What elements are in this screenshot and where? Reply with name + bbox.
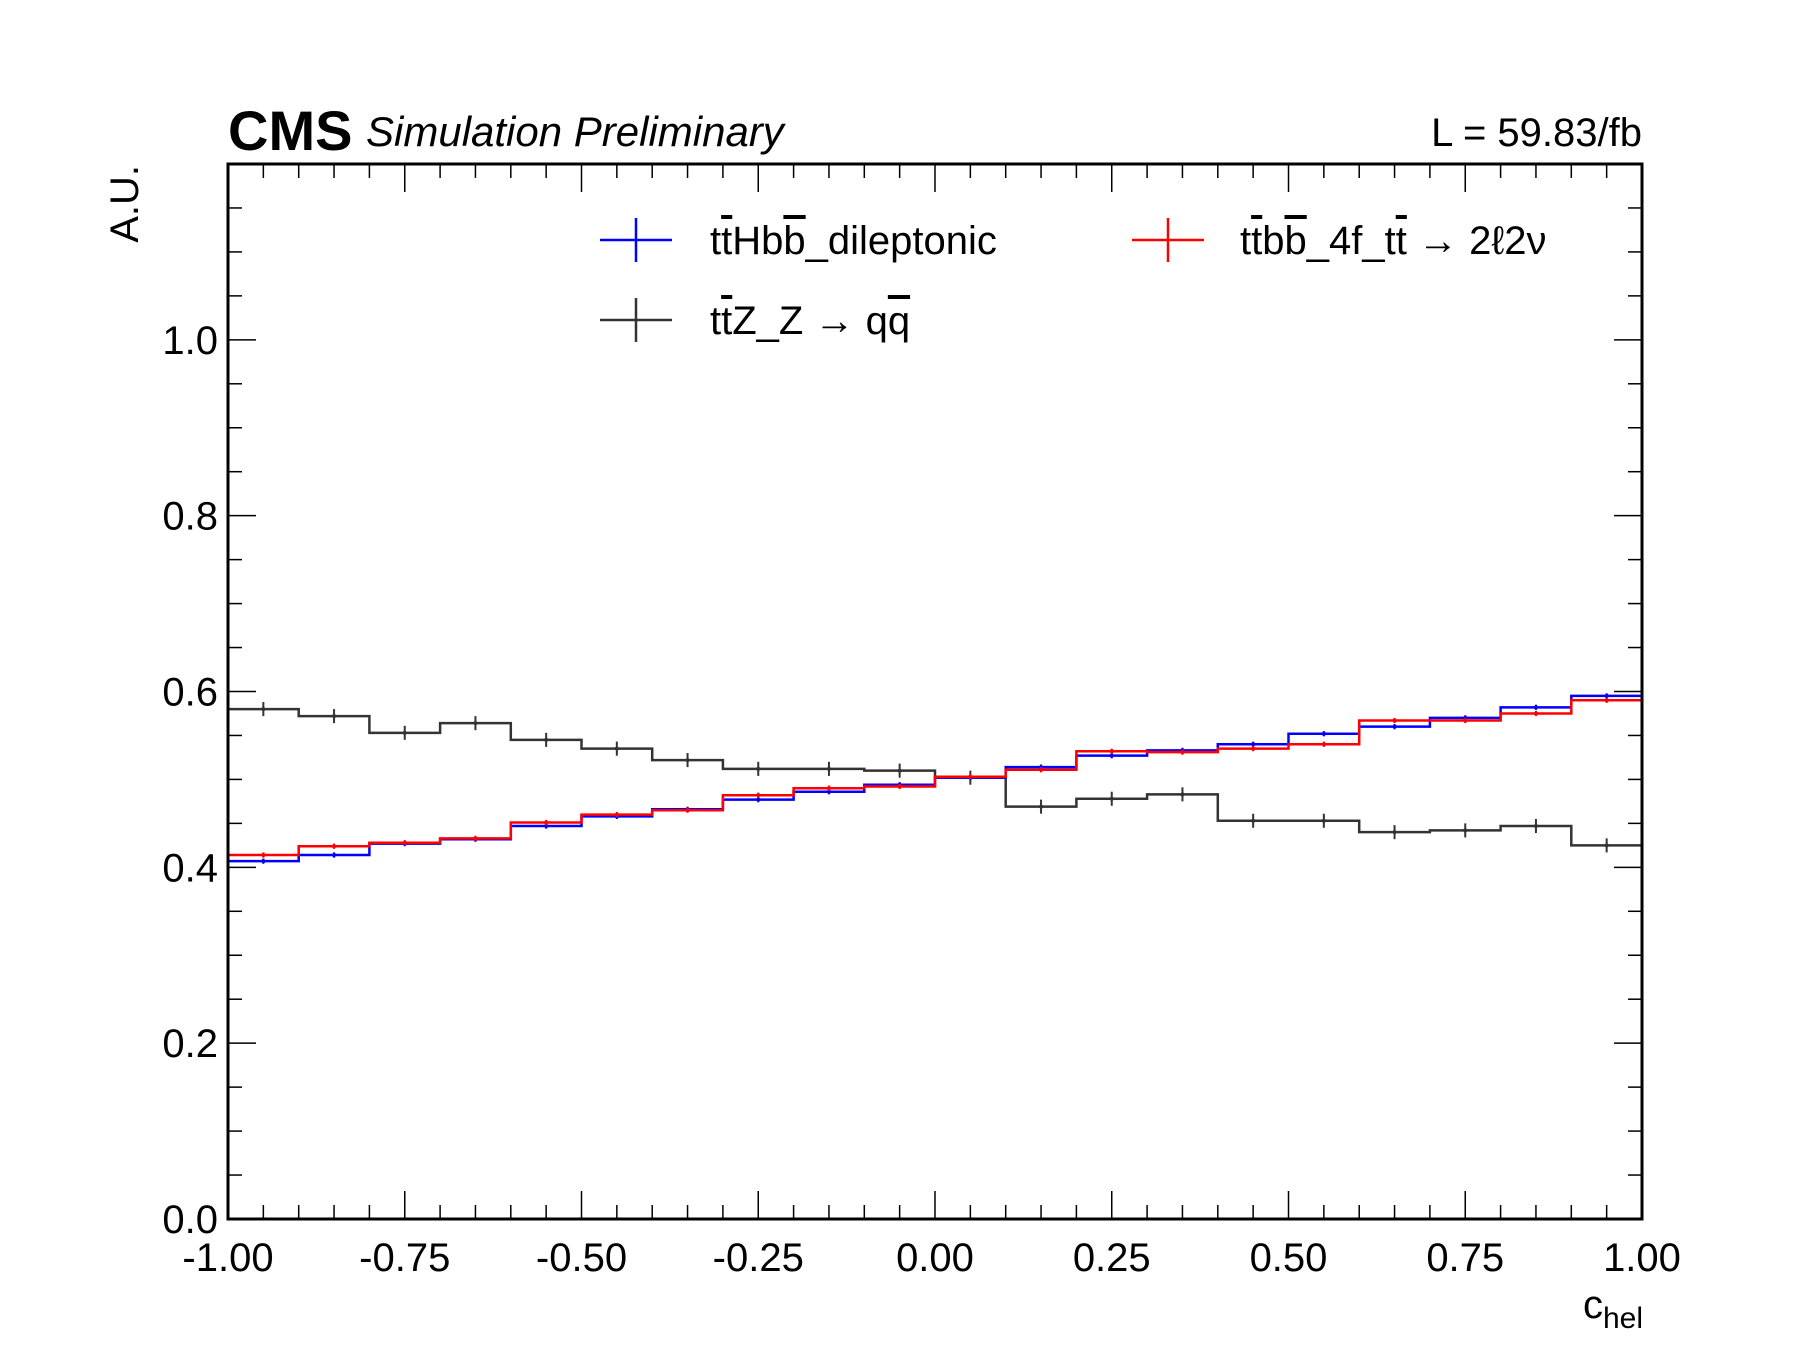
- series-1-point: [1463, 718, 1468, 723]
- series-1-point: [1109, 749, 1114, 754]
- series-2-point: [1392, 830, 1397, 835]
- series-2-point: [826, 766, 831, 771]
- series-1-step-line: [228, 699, 1642, 857]
- series-0-point: [1533, 705, 1538, 710]
- series-2-point: [332, 714, 337, 719]
- series-2-step-line: [228, 707, 1642, 847]
- simulation-preliminary-label: Simulation Preliminary: [366, 108, 787, 155]
- legend-label-tthbb: ttHbb_dileptonic: [710, 219, 997, 263]
- series-1-point: [1251, 746, 1256, 751]
- series-2-point: [1463, 828, 1468, 833]
- series-2-point: [1251, 818, 1256, 823]
- x-tick-label: 1.00: [1603, 1236, 1681, 1280]
- y-axis-title: A.U.: [103, 165, 147, 243]
- y-tick-label: 0.8: [162, 495, 218, 539]
- series-layer: [228, 693, 1642, 864]
- series-1-point: [332, 844, 337, 849]
- series-2-point: [1321, 818, 1326, 823]
- series-2-point: [1109, 796, 1114, 801]
- series-2-point: [1039, 804, 1044, 809]
- legend: ttHbb_dileptonic ttbb_4f_tt → 2ℓ2ν ttZ_Z…: [600, 218, 1547, 343]
- x-axis-title: chel: [1583, 1283, 1643, 1335]
- series-1-point: [1533, 711, 1538, 716]
- series-0-point: [261, 859, 266, 864]
- series-2-point: [473, 721, 478, 726]
- x-tick-label: 0.75: [1426, 1236, 1504, 1280]
- y-tick-label: 0.4: [162, 846, 218, 890]
- x-axis-title-sub: hel: [1603, 1302, 1643, 1335]
- series-1-point: [756, 793, 761, 798]
- series-2-point: [1533, 824, 1538, 829]
- y-tick-label: 0.2: [162, 1022, 218, 1066]
- axis-ticks: [227, 163, 1643, 1220]
- series-0-point: [1392, 724, 1397, 729]
- series-2-point: [685, 758, 690, 763]
- series-0-point: [756, 797, 761, 802]
- series-0-point: [1321, 731, 1326, 736]
- plot-frame: [226, 162, 1644, 1221]
- series-2-point: [1604, 843, 1609, 848]
- x-tick-label: -0.25: [713, 1236, 804, 1280]
- series-1-point: [544, 820, 549, 825]
- series-1-point: [1180, 750, 1185, 755]
- x-tick-label: 0.25: [1073, 1236, 1151, 1280]
- legend-label-ttbb: ttbb_4f_tt → 2ℓ2ν: [1240, 219, 1547, 263]
- x-axis-title-main: c: [1583, 1283, 1603, 1327]
- series-2-point: [1180, 792, 1185, 797]
- series-1-point: [1604, 698, 1609, 703]
- x-tick-label: -0.50: [536, 1236, 627, 1280]
- x-tick-label: -1.00: [182, 1236, 273, 1280]
- series-2-point: [756, 766, 761, 771]
- series-1-point: [1039, 767, 1044, 772]
- x-tick-label: -0.75: [359, 1236, 450, 1280]
- legend-entry-ttz: ttZ_Z → qq: [600, 298, 910, 343]
- series-2-point: [261, 707, 266, 712]
- legend-label-ttz: ttZ_Z → qq: [710, 299, 910, 343]
- series-0-point: [1109, 753, 1114, 758]
- series-1-point: [614, 812, 619, 817]
- series-2-point: [897, 768, 902, 773]
- series-1-point: [897, 784, 902, 789]
- series-2: [228, 702, 1642, 853]
- series-1-point: [826, 786, 831, 791]
- cms-label: CMS: [228, 99, 352, 162]
- legend-entry-ttbb: ttbb_4f_tt → 2ℓ2ν: [1132, 218, 1547, 263]
- x-tick-label: 0.00: [896, 1236, 974, 1280]
- series-2-point: [402, 730, 407, 735]
- y-tick-label: 0.6: [162, 671, 218, 715]
- series-1-point: [1392, 718, 1397, 723]
- series-2-point: [544, 737, 549, 742]
- series-1-point: [261, 853, 266, 858]
- series-0-point: [1251, 742, 1256, 747]
- series-1: [228, 697, 1642, 858]
- y-tick-label: 1.0: [162, 319, 218, 363]
- series-1-point: [473, 836, 478, 841]
- series-0-point: [332, 853, 337, 858]
- legend-entry-tthbb: ttHbb_dileptonic: [600, 218, 997, 263]
- series-0-point: [1604, 693, 1609, 698]
- luminosity-label: L = 59.83/fb: [1431, 111, 1642, 155]
- series-1-point: [968, 774, 973, 779]
- series-1-point: [402, 840, 407, 845]
- series-1-point: [1321, 742, 1326, 747]
- series-2-point: [614, 746, 619, 751]
- series-1-point: [685, 808, 690, 813]
- y-tick-label: 0.0: [162, 1198, 218, 1242]
- x-tick-label: 0.50: [1250, 1236, 1328, 1280]
- tick-labels: -1.00 -0.75 -0.50 -0.25 0.00 0.25 0.50 0.75 1.00…: [162, 319, 1681, 1280]
